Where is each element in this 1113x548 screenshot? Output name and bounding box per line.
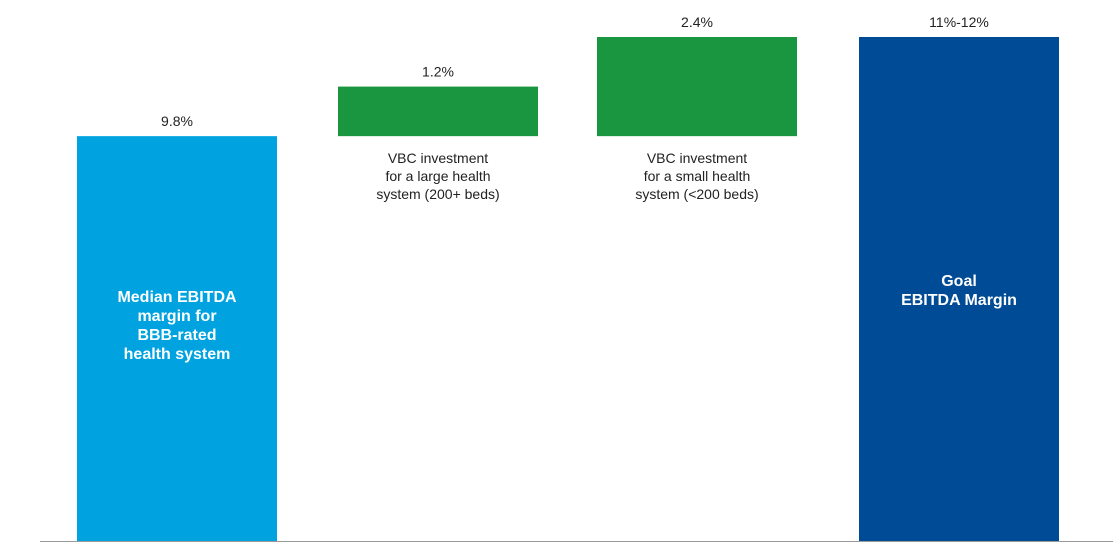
value-label-2: 1.2% xyxy=(422,64,454,80)
value-label-4: 11%-12% xyxy=(929,14,989,30)
category-label-line: VBC investment xyxy=(387,150,489,167)
category-label-line: for a large health xyxy=(385,168,491,185)
category-label-line: system (200+ beds) xyxy=(376,186,500,203)
bar-4 xyxy=(859,37,1059,541)
bar-1 xyxy=(77,136,277,542)
category-label-line: BBB-rated xyxy=(137,327,217,344)
category-label-line: Goal xyxy=(941,273,977,290)
category-label-line: EBITDA Margin xyxy=(901,292,1017,309)
category-label-line: Median EBITDA xyxy=(117,289,237,306)
category-label-4: Goal EBITDA Margin xyxy=(859,272,1059,310)
value-label-1: 9.8% xyxy=(161,113,193,129)
bar-2 xyxy=(338,86,538,137)
category-label-1: Median EBITDA margin for BBB-rated health s… xyxy=(77,288,277,364)
category-label-2: VBC investment for a large health system (… xyxy=(338,149,538,203)
value-label-3: 2.4% xyxy=(681,14,713,30)
bar-3 xyxy=(597,37,797,137)
category-label-line: health system xyxy=(123,346,231,363)
category-label-line: VBC investment xyxy=(646,150,748,167)
category-label-line: for a small health xyxy=(643,168,751,185)
category-label-line: margin for xyxy=(137,308,217,325)
category-label-line: system (<200 beds) xyxy=(635,186,759,203)
category-label-3: VBC investment for a small health system (… xyxy=(597,149,797,203)
